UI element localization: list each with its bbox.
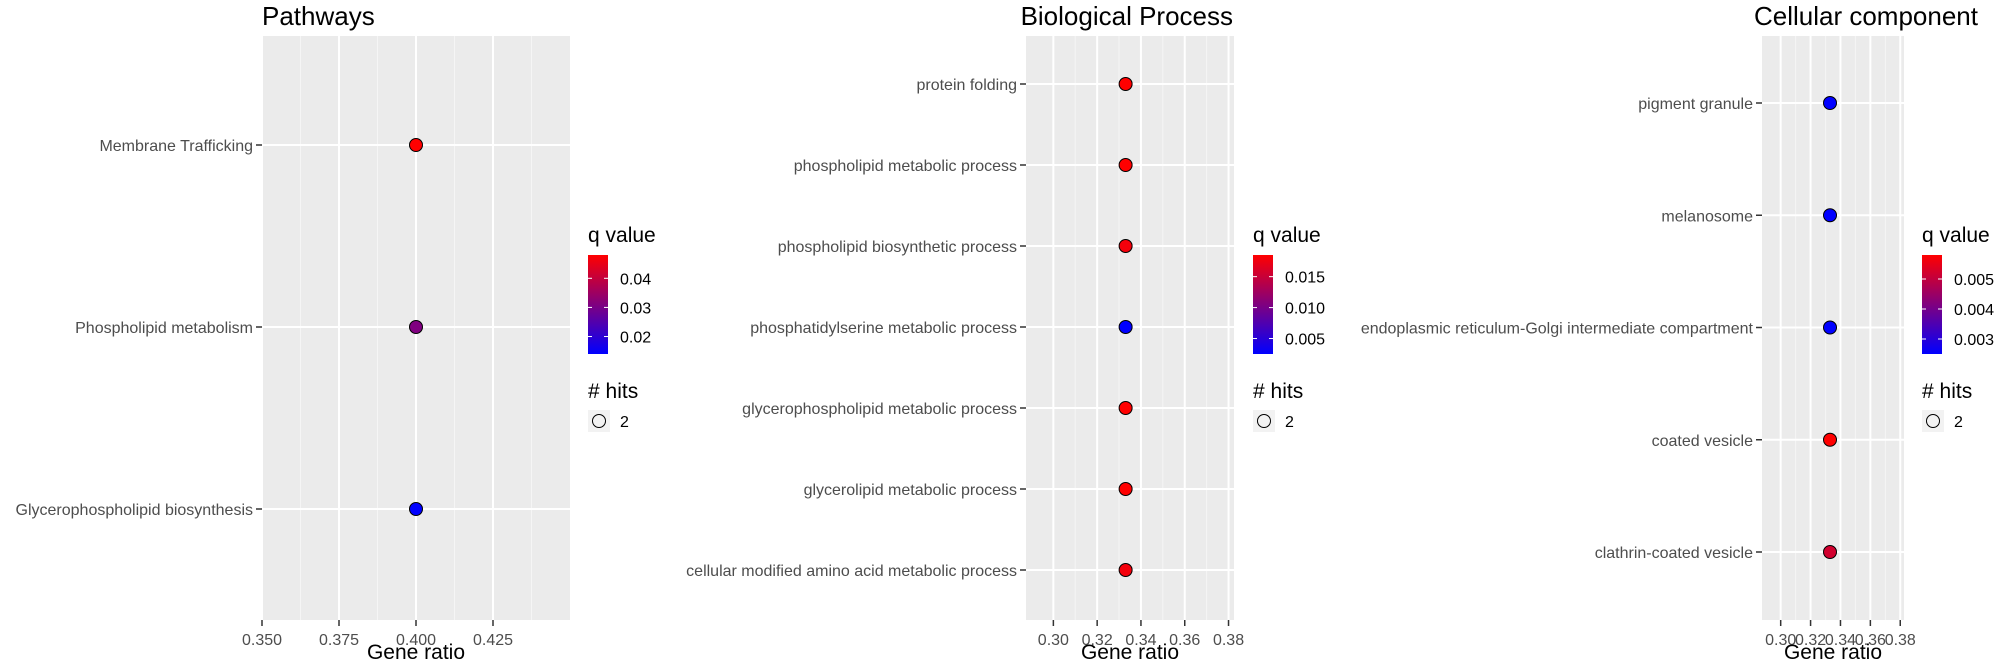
color-bar — [588, 255, 608, 354]
category-label: glycerolipid metabolic process — [804, 482, 1017, 499]
x-tick-label: 0.425 — [473, 632, 513, 649]
size-legend-key-bg — [1253, 410, 1275, 432]
color-legend-label: 0.005 — [1954, 272, 1994, 289]
color-legend-label: 0.004 — [1954, 302, 1994, 319]
x-tick-label: 0.30 — [1038, 632, 1069, 649]
category-label: phospholipid biosynthetic process — [778, 239, 1017, 256]
color-bar — [1922, 255, 1942, 354]
color-legend-label: 0.003 — [1954, 332, 1994, 349]
data-point — [409, 138, 423, 152]
x-tick-label: 0.38 — [1213, 632, 1244, 649]
category-label: Phospholipid metabolism — [75, 320, 253, 337]
x-tick-label: 0.36 — [1169, 632, 1200, 649]
color-legend-label: 0.04 — [620, 271, 651, 288]
data-point — [1118, 563, 1133, 577]
data-point — [1118, 320, 1133, 334]
data-point — [1823, 96, 1838, 110]
color-legend-label: 0.010 — [1285, 301, 1325, 318]
data-point — [1823, 320, 1838, 335]
category-label: coated vesicle — [1652, 433, 1753, 450]
category-label: Glycerophospholipid biosynthesis — [16, 502, 253, 519]
color-legend-label: 0.005 — [1285, 332, 1325, 349]
color-legend-label: 0.02 — [620, 330, 651, 347]
panel-title: Cellular component — [1754, 1, 1979, 31]
category-label: endoplasmic reticulum-Golgi intermediate… — [1361, 321, 1754, 338]
color-legend-title: q value — [1922, 224, 1990, 247]
category-label: phosphatidylserine metabolic process — [750, 320, 1017, 337]
data-point — [1118, 158, 1133, 172]
x-tick-label: 0.30 — [1765, 632, 1796, 649]
size-legend: # hits 2 — [588, 380, 638, 432]
color-legend-label: 0.015 — [1285, 270, 1325, 287]
data-point — [1823, 208, 1838, 223]
size-legend-key — [1257, 414, 1271, 428]
data-point — [1823, 545, 1838, 559]
x-axis-title: Gene ratio — [1784, 641, 1882, 664]
panel-2: 0.30 0.32 0.34 0.36 0.38 protein folding phosp… — [686, 1, 1325, 664]
size-legend-label: 2 — [1285, 414, 1294, 431]
size-legend: # hits 2 — [1253, 380, 1303, 432]
category-label: pigment granule — [1638, 96, 1753, 113]
panel-title: Pathways — [262, 1, 375, 31]
x-tick-label: 0.350 — [242, 632, 282, 649]
data-point — [409, 320, 423, 334]
size-legend-label: 2 — [620, 414, 629, 431]
data-point — [409, 502, 423, 516]
color-legend-title: q value — [1253, 224, 1321, 247]
category-label: phospholipid metabolic process — [794, 158, 1017, 175]
x-tick-label: 0.38 — [1885, 632, 1916, 649]
panel-1: 0.350 0.375 0.400 0.425 Membrane Trafficking… — [16, 1, 656, 664]
size-legend-key — [1926, 414, 1940, 428]
panel-title: Biological Process — [1021, 1, 1233, 31]
data-point — [1823, 432, 1838, 447]
x-tick-label: 0.34 — [1125, 632, 1156, 649]
x-tick-label: 0.34 — [1825, 632, 1856, 649]
size-legend-title: # hits — [1922, 380, 1972, 403]
category-label: glycerophospholipid metabolic process — [742, 401, 1017, 418]
color-legend-label: 0.03 — [620, 300, 651, 317]
x-tick-label: 0.36 — [1855, 632, 1886, 649]
category-label: protein folding — [916, 77, 1017, 94]
color-legend: q value 0.005 0.004 0.003 — [1922, 224, 1994, 354]
color-legend: q value 0.015 0.010 0.005 — [1253, 224, 1325, 354]
size-legend: # hits 2 — [1922, 380, 1972, 432]
size-legend-title: # hits — [588, 380, 638, 403]
category-label: Membrane Trafficking — [99, 138, 253, 155]
x-tick-label: 0.32 — [1082, 632, 1113, 649]
size-legend-title: # hits — [1253, 380, 1303, 403]
data-point — [1118, 482, 1133, 496]
color-legend: q value 0.04 0.03 0.02 — [588, 224, 656, 354]
size-legend-key-bg — [588, 410, 610, 432]
x-tick-label: 0.32 — [1795, 632, 1826, 649]
size-legend-key — [592, 414, 606, 428]
x-tick-label: 0.375 — [319, 632, 359, 649]
x-tick-label: 0.400 — [396, 632, 436, 649]
data-point — [1118, 239, 1133, 253]
category-label: melanosome — [1661, 208, 1753, 225]
panel-3: 0.300.320.340.360.38 pigment granule melan… — [1361, 1, 1994, 664]
size-legend-key-bg — [1922, 410, 1944, 432]
x-axis-title: Gene ratio — [367, 641, 465, 664]
size-legend-label: 2 — [1954, 414, 1963, 431]
color-legend-title: q value — [588, 224, 656, 247]
data-point — [1118, 77, 1133, 91]
category-label: cellular modified amino acid metabolic p… — [686, 563, 1017, 580]
color-bar — [1253, 255, 1273, 354]
category-label: clathrin-coated vesicle — [1595, 545, 1753, 562]
data-point — [1118, 401, 1133, 415]
x-axis-title: Gene ratio — [1081, 641, 1179, 664]
